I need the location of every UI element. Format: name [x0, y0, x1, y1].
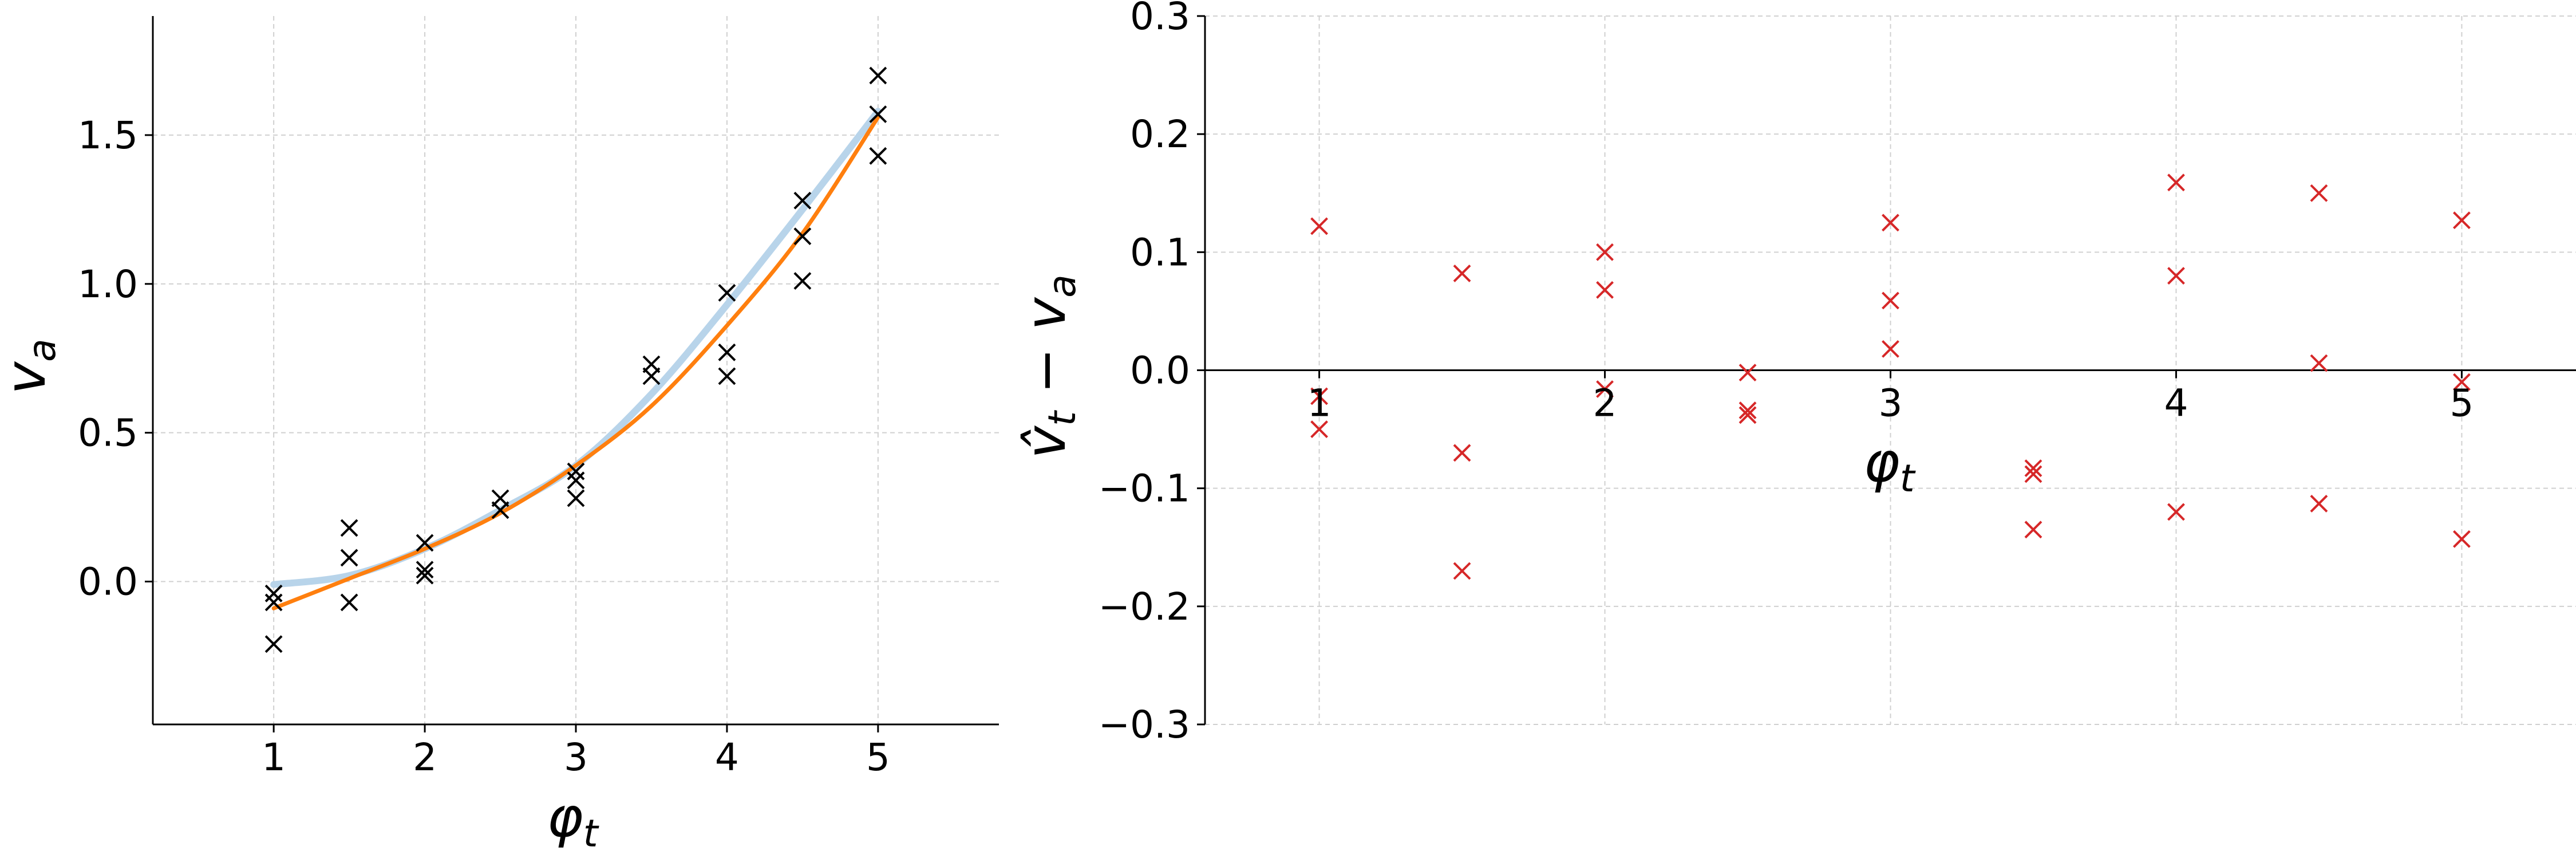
x-tick-label: 2: [1593, 381, 1617, 425]
data-point: [567, 489, 585, 507]
y-tick-label: 1.5: [78, 113, 138, 157]
right-chart: 1 2 3 4 5 −0.3 −0.2 −0.1 0.0 0.1 0.2 0.3 φt v̂t − …: [1014, 0, 2576, 747]
data-point: [567, 462, 585, 480]
data-point: [793, 191, 812, 210]
data-point: [793, 227, 812, 246]
data-point: [264, 635, 283, 653]
data-point: [567, 471, 585, 490]
data-point: [416, 561, 434, 579]
data-point: [2310, 354, 2328, 372]
data-point: [416, 566, 434, 585]
data-point: [340, 519, 358, 537]
data-point: [1739, 364, 1757, 382]
data-point: [2453, 211, 2471, 230]
data-point: [2024, 521, 2042, 539]
data-point: [1310, 387, 1328, 405]
data-point: [2167, 267, 2185, 285]
data-point: [1310, 420, 1328, 438]
data-point: [1739, 406, 1757, 424]
data-point: [2024, 459, 2042, 478]
data-point: [2024, 465, 2042, 483]
data-point: [1596, 243, 1614, 261]
left-x-ticks: 1 2 3 4 5: [262, 724, 890, 779]
data-point: [2167, 503, 2185, 521]
y-tick-label: 0.0: [78, 560, 138, 604]
data-point: [793, 272, 812, 290]
x-tick-label: 3: [564, 735, 588, 779]
y-tick-label: 0.5: [78, 411, 138, 455]
data-point: [491, 501, 509, 519]
x-tick-label: 5: [866, 735, 890, 779]
right-y-ticks: −0.3 −0.2 −0.1 0.0 0.1 0.2 0.3: [1099, 0, 1205, 747]
right-x-axis-label: φt: [1863, 430, 1915, 501]
data-point: [718, 367, 736, 385]
data-point: [1453, 562, 1471, 580]
left-y-ticks: 0.0 0.5 1.0 1.5: [78, 113, 153, 604]
data-point: [718, 343, 736, 361]
left-x-axis-label: φt: [547, 785, 599, 856]
data-point: [1882, 291, 1899, 310]
data-point: [340, 549, 358, 567]
x-tick-label: 4: [715, 735, 739, 779]
left-chart: 1 2 3 4 5 0.0 0.5 1.0 1.5 φt va: [0, 16, 999, 856]
x-tick-label: 1: [262, 735, 286, 779]
data-point: [1882, 340, 1899, 358]
data-point: [642, 367, 661, 385]
data-point: [1596, 380, 1614, 398]
data-point: [2453, 530, 2471, 548]
data-point: [718, 283, 736, 302]
y-tick-label: −0.1: [1099, 467, 1190, 511]
left-series: [270, 108, 882, 610]
y-tick-label: 0.2: [1130, 112, 1190, 156]
data-point: [2167, 174, 2185, 192]
x-tick-label: 4: [2164, 381, 2188, 425]
y-tick-label: −0.3: [1099, 703, 1190, 747]
y-tick-label: 0.3: [1130, 0, 1190, 38]
data-point: [2453, 373, 2471, 391]
data-point: [1453, 265, 1471, 282]
x-tick-label: 1: [1307, 381, 1332, 425]
data-point: [264, 593, 283, 612]
x-tick-label: 3: [1879, 381, 1903, 425]
x-tick-label: 5: [2449, 381, 2474, 425]
right-y-axis-label: v̂t − va: [1014, 274, 1084, 458]
data-point: [1310, 217, 1328, 235]
data-point: [1882, 214, 1899, 232]
right-x-ticks: 1 2 3 4 5: [1307, 370, 2474, 425]
data-point: [869, 105, 887, 123]
data-point: [1739, 401, 1757, 420]
data-point: [264, 584, 283, 602]
data-point: [1453, 444, 1471, 462]
y-tick-label: 1.0: [78, 262, 138, 306]
series-line: [271, 115, 880, 610]
data-point: [869, 66, 887, 85]
y-tick-label: −0.2: [1099, 585, 1190, 629]
data-point: [340, 593, 358, 612]
data-point: [2310, 495, 2328, 513]
right-points: [1310, 174, 2471, 580]
left-points: [264, 66, 887, 653]
data-point: [416, 534, 434, 552]
data-point: [869, 147, 887, 165]
data-point: [2310, 184, 2328, 202]
left-y-axis-label: va: [0, 338, 64, 394]
x-tick-label: 2: [413, 735, 437, 779]
data-point: [1596, 281, 1614, 299]
left-grid: [153, 16, 999, 724]
y-tick-label: 0.1: [1130, 230, 1190, 274]
y-tick-label: 0.0: [1130, 349, 1190, 393]
